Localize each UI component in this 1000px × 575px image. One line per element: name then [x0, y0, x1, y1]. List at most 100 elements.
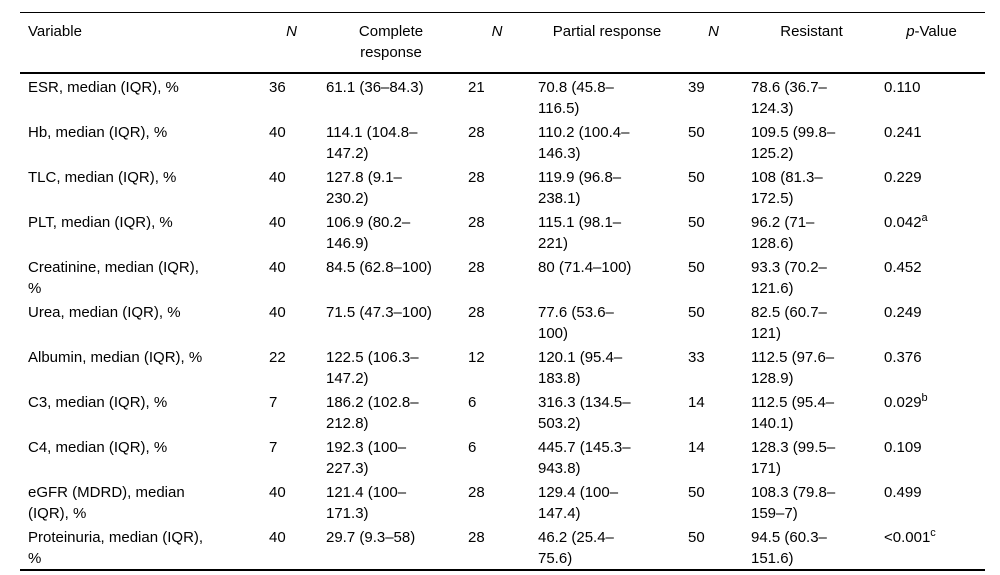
cell-n-resistant: 14: [688, 394, 705, 411]
cell-partial-response: 316.3 (134.5– 503.2): [538, 394, 631, 432]
cell-n-resistant: 50: [688, 214, 705, 231]
cell-resistant: 128.3 (99.5– 171): [751, 439, 836, 477]
p-value-text: 0.249: [884, 304, 922, 321]
cell-p-value: 0.029b: [878, 389, 985, 434]
cell-p-value: 0.241: [878, 119, 985, 164]
cell-variable: TLC, median (IQR), %: [28, 169, 177, 186]
cell-partial-response: 119.9 (96.8– 238.1): [538, 169, 622, 207]
cell-n-partial: 21: [468, 79, 485, 96]
header-partial-response: Partial response: [532, 12, 682, 74]
cell-complete-response: 29.7 (9.3–58): [326, 529, 416, 546]
cell-n-partial: 28: [468, 124, 485, 141]
table-row: Proteinuria, median (IQR), % 40 29.7 (9.…: [20, 524, 985, 570]
cell-n-resistant: 50: [688, 304, 705, 321]
cell-partial-response: 115.1 (98.1– 221): [538, 214, 622, 252]
cell-partial-response: 80 (71.4–100): [538, 259, 632, 276]
cell-p-value: <0.001c: [878, 524, 985, 570]
cell-n-complete: 7: [269, 439, 278, 456]
header-n-partial: N: [462, 12, 532, 74]
cell-p-value: 0.109: [878, 434, 985, 479]
cell-complete-response: 114.1 (104.8– 147.2): [326, 124, 418, 162]
cell-p-value: 0.499: [878, 479, 985, 524]
cell-variable: C3, median (IQR), %: [28, 394, 168, 411]
cell-n-resistant: 50: [688, 169, 705, 186]
cell-n-resistant: 39: [688, 79, 705, 96]
p-value-text: 0.110: [884, 79, 921, 96]
cell-resistant: 96.2 (71– 128.6): [751, 214, 815, 252]
results-table: Variable N Complete response N Partial r…: [20, 12, 985, 571]
p-value-text: 0.109: [884, 439, 922, 456]
cell-complete-response: 122.5 (106.3– 147.2): [326, 349, 419, 387]
cell-n-resistant: 50: [688, 124, 705, 141]
cell-n-partial: 12: [468, 349, 485, 366]
cell-p-value: 0.110: [878, 73, 985, 119]
header-variable: Variable: [20, 12, 263, 74]
p-value-text: 0.229: [884, 169, 922, 186]
cell-variable: Hb, median (IQR), %: [28, 124, 168, 141]
cell-n-partial: 28: [468, 259, 485, 276]
cell-variable: PLT, median (IQR), %: [28, 214, 173, 231]
p-value-header-rest: -Value: [914, 23, 957, 40]
p-value-footnote-marker: a: [921, 212, 928, 224]
cell-n-partial: 28: [468, 529, 485, 546]
table-row: PLT, median (IQR), % 40 106.9 (80.2– 146…: [20, 209, 985, 254]
cell-variable: Proteinuria, median (IQR), %: [28, 529, 204, 567]
cell-partial-response: 110.2 (100.4– 146.3): [538, 124, 630, 162]
cell-complete-response: 127.8 (9.1– 230.2): [326, 169, 402, 207]
cell-n-complete: 40: [269, 484, 286, 501]
table-row: ESR, median (IQR), % 36 61.1 (36–84.3) 2…: [20, 73, 985, 119]
header-n-resistant: N: [682, 12, 745, 74]
cell-p-value: 0.229: [878, 164, 985, 209]
cell-n-complete: 40: [269, 529, 286, 546]
p-value-footnote-marker: c: [930, 527, 936, 539]
cell-partial-response: 445.7 (145.3– 943.8): [538, 439, 631, 477]
cell-n-complete: 40: [269, 124, 286, 141]
cell-n-resistant: 33: [688, 349, 705, 366]
cell-complete-response: 121.4 (100– 171.3): [326, 484, 407, 522]
table-row: C4, median (IQR), % 7 192.3 (100– 227.3)…: [20, 434, 985, 479]
cell-partial-response: 120.1 (95.4– 183.8): [538, 349, 623, 387]
cell-variable: Urea, median (IQR), %: [28, 304, 181, 321]
cell-n-complete: 36: [269, 79, 286, 96]
p-value-footnote-marker: b: [921, 392, 928, 404]
table-row: Hb, median (IQR), % 40 114.1 (104.8– 147…: [20, 119, 985, 164]
cell-variable: C4, median (IQR), %: [28, 439, 168, 456]
cell-complete-response: 106.9 (80.2– 146.9): [326, 214, 411, 252]
cell-n-partial: 28: [468, 214, 485, 231]
cell-variable: eGFR (MDRD), median (IQR), %: [28, 484, 185, 522]
header-resistant: Resistant: [745, 12, 878, 74]
header-p-value: p-Value: [878, 12, 985, 74]
cell-n-resistant: 50: [688, 529, 705, 546]
cell-complete-response: 192.3 (100– 227.3): [326, 439, 407, 477]
cell-p-value: 0.452: [878, 254, 985, 299]
cell-partial-response: 46.2 (25.4– 75.6): [538, 529, 614, 567]
header-n-complete: N: [263, 12, 320, 74]
cell-variable: Creatinine, median (IQR), %: [28, 259, 199, 297]
cell-n-complete: 40: [269, 169, 286, 186]
cell-n-partial: 6: [468, 439, 477, 456]
cell-p-value: 0.249: [878, 299, 985, 344]
cell-resistant: 94.5 (60.3– 151.6): [751, 529, 827, 567]
cell-n-complete: 40: [269, 304, 286, 321]
cell-n-complete: 22: [269, 349, 286, 366]
cell-variable: Albumin, median (IQR), %: [28, 349, 203, 366]
cell-n-resistant: 50: [688, 259, 705, 276]
table-row: Albumin, median (IQR), % 22 122.5 (106.3…: [20, 344, 985, 389]
table-row: eGFR (MDRD), median (IQR), % 40 121.4 (1…: [20, 479, 985, 524]
cell-n-partial: 6: [468, 394, 477, 411]
cell-resistant: 78.6 (36.7– 124.3): [751, 79, 827, 117]
cell-resistant: 112.5 (95.4– 140.1): [751, 394, 835, 432]
p-value-text: 0.376: [884, 349, 922, 366]
cell-resistant: 112.5 (97.6– 128.9): [751, 349, 835, 387]
cell-partial-response: 77.6 (53.6– 100): [538, 304, 614, 342]
cell-n-partial: 28: [468, 169, 485, 186]
cell-partial-response: 129.4 (100– 147.4): [538, 484, 619, 522]
cell-resistant: 93.3 (70.2– 121.6): [751, 259, 827, 297]
p-value-text: 0.452: [884, 259, 922, 276]
cell-resistant: 82.5 (60.7– 121): [751, 304, 827, 342]
table-row: Urea, median (IQR), % 40 71.5 (47.3–100)…: [20, 299, 985, 344]
cell-n-partial: 28: [468, 304, 485, 321]
header-complete-response: Complete response: [320, 12, 462, 74]
cell-resistant: 109.5 (99.8– 125.2): [751, 124, 836, 162]
